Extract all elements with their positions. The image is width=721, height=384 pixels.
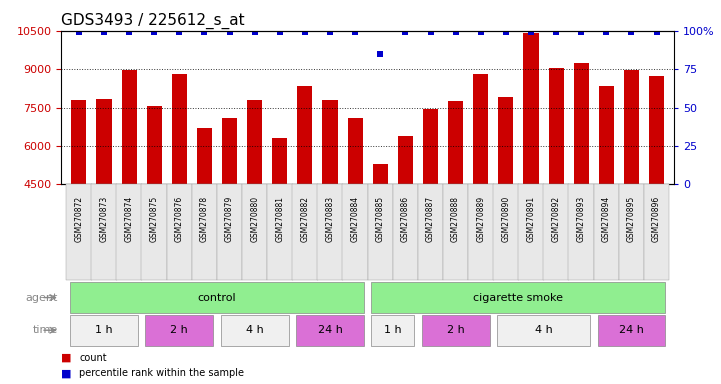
Text: GSM270880: GSM270880 (250, 196, 259, 242)
Bar (373, 164, 388, 300)
Text: count: count (79, 353, 107, 363)
Text: time: time (32, 325, 58, 335)
Text: cigarette smoke: cigarette smoke (474, 293, 563, 303)
Text: 2 h: 2 h (447, 325, 464, 335)
Bar (247, 100, 262, 300)
Text: GSM270891: GSM270891 (526, 196, 536, 242)
Bar (523, 33, 539, 300)
Text: GSM270889: GSM270889 (477, 196, 485, 242)
Bar (172, 74, 187, 300)
Bar (197, 128, 212, 300)
Bar (498, 97, 513, 300)
Text: percentile rank within the sample: percentile rank within the sample (79, 368, 244, 378)
Text: 1 h: 1 h (384, 325, 402, 335)
Bar (222, 118, 237, 300)
Bar (448, 101, 463, 300)
Text: GSM270882: GSM270882 (301, 196, 309, 242)
Text: GSM270893: GSM270893 (577, 196, 585, 242)
Bar (398, 136, 413, 300)
Bar (71, 100, 87, 300)
Bar (97, 99, 112, 300)
Bar (348, 118, 363, 300)
Text: GSM270874: GSM270874 (125, 196, 133, 242)
Text: ■: ■ (61, 368, 72, 378)
Text: GSM270878: GSM270878 (200, 196, 209, 242)
Text: GSM270888: GSM270888 (451, 196, 460, 242)
Bar (146, 106, 162, 300)
Text: GSM270873: GSM270873 (99, 196, 108, 242)
Text: 4 h: 4 h (535, 325, 552, 335)
Text: GSM270894: GSM270894 (602, 196, 611, 242)
Text: GSM270884: GSM270884 (350, 196, 360, 242)
Bar (122, 70, 137, 300)
Text: GSM270883: GSM270883 (326, 196, 335, 242)
Text: 4 h: 4 h (246, 325, 264, 335)
Text: GSM270896: GSM270896 (652, 196, 661, 242)
Text: 2 h: 2 h (170, 325, 188, 335)
Text: GSM270890: GSM270890 (501, 196, 510, 242)
Text: control: control (198, 293, 236, 303)
Text: GSM270876: GSM270876 (174, 196, 184, 242)
Text: GSM270885: GSM270885 (376, 196, 385, 242)
Text: GSM270875: GSM270875 (150, 196, 159, 242)
Bar (273, 138, 288, 300)
Bar (624, 70, 639, 300)
Bar (649, 76, 664, 300)
Bar (473, 74, 488, 300)
Text: 1 h: 1 h (95, 325, 112, 335)
Bar (423, 109, 438, 300)
Text: GSM270887: GSM270887 (426, 196, 435, 242)
Bar (322, 100, 337, 300)
Text: GSM270892: GSM270892 (552, 196, 561, 242)
Text: 24 h: 24 h (317, 325, 342, 335)
Bar (574, 63, 589, 300)
Bar (549, 68, 564, 300)
Text: GSM270886: GSM270886 (401, 196, 410, 242)
Bar (598, 86, 614, 300)
Text: GSM270881: GSM270881 (275, 196, 284, 242)
Text: GSM270872: GSM270872 (74, 196, 84, 242)
Text: ■: ■ (61, 353, 72, 363)
Text: GDS3493 / 225612_s_at: GDS3493 / 225612_s_at (61, 13, 245, 29)
Text: GSM270895: GSM270895 (627, 196, 636, 242)
Text: agent: agent (25, 293, 58, 303)
Text: GSM270879: GSM270879 (225, 196, 234, 242)
Bar (297, 86, 312, 300)
Text: 24 h: 24 h (619, 325, 644, 335)
